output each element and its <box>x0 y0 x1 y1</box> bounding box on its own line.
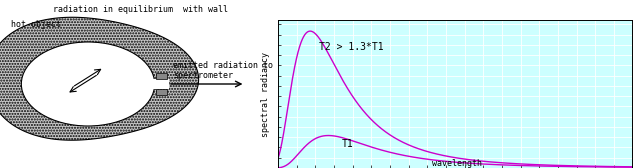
Text: T1: T1 <box>342 139 354 149</box>
Circle shape <box>22 42 155 126</box>
Polygon shape <box>0 17 199 140</box>
Y-axis label: spectral radiancy: spectral radiancy <box>262 52 271 137</box>
Polygon shape <box>154 79 170 89</box>
Text: radiation in equilibrium  with wall: radiation in equilibrium with wall <box>53 5 229 14</box>
Text: hot object: hot object <box>11 20 61 29</box>
Text: T2 > 1.3*T1: T2 > 1.3*T1 <box>319 42 384 52</box>
Polygon shape <box>156 73 166 79</box>
Text: emitted radiation to
spectrometer: emitted radiation to spectrometer <box>173 61 273 80</box>
Text: wavelength: wavelength <box>432 159 482 168</box>
Polygon shape <box>156 89 166 95</box>
